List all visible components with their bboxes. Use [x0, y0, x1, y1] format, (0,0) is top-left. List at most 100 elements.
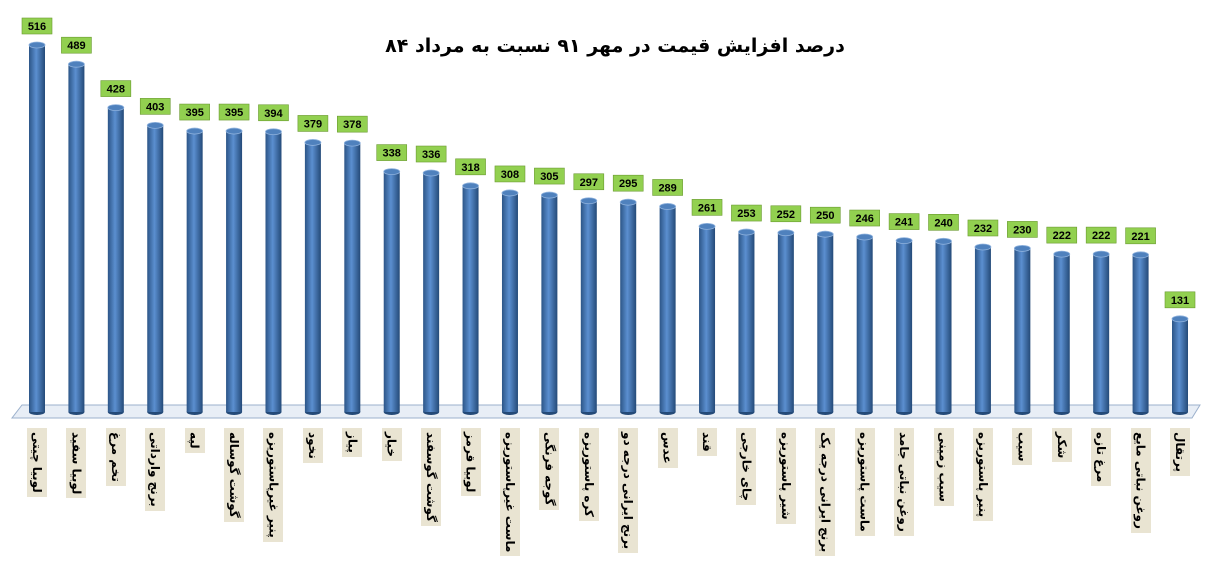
- bar-top: [68, 60, 85, 68]
- bar: 222: [1085, 226, 1117, 415]
- x-tick-label: لوبیا سفید: [66, 428, 87, 499]
- bar-top: [856, 233, 874, 241]
- value-label-bg: [415, 145, 447, 163]
- x-tick-label: ماست پاستوریزه: [854, 428, 875, 536]
- bar-body: [1014, 248, 1031, 412]
- bar-body: [541, 195, 558, 412]
- bar-top: [738, 228, 755, 236]
- x-tick-label: مرغ تازه: [1091, 428, 1112, 487]
- bar-body: [107, 107, 124, 413]
- value-label: 336: [422, 149, 440, 161]
- bar: 222: [1046, 226, 1078, 415]
- value-label: 428: [107, 84, 125, 96]
- value-label: 250: [816, 210, 834, 222]
- x-tick-label: عدس: [657, 428, 678, 468]
- bar: 295: [612, 174, 644, 415]
- bar: 297: [573, 173, 605, 415]
- value-label-bg: [849, 209, 880, 227]
- bar-body: [1093, 254, 1110, 412]
- value-label: 295: [619, 178, 637, 190]
- value-label: 338: [383, 148, 401, 160]
- value-label: 378: [343, 119, 361, 131]
- bar: 403: [139, 98, 171, 415]
- x-tick-label: گوجه فرنگی: [539, 428, 560, 510]
- bar: 230: [1007, 221, 1038, 415]
- bar-top: [1171, 315, 1189, 323]
- x-tick-label: نخود: [302, 428, 323, 463]
- value-label-bg: [691, 199, 723, 216]
- value-label: 308: [501, 169, 519, 181]
- x-tick-label: قند: [697, 428, 718, 456]
- bar: 289: [652, 179, 683, 415]
- x-tick-label: سیب: [1012, 428, 1033, 466]
- bar-top: [1013, 245, 1031, 252]
- value-label: 232: [974, 223, 992, 235]
- value-label-bg: [100, 80, 132, 97]
- bar: 378: [337, 115, 368, 415]
- x-tick-label: پنیر پاستوریزه: [972, 428, 993, 522]
- value-label-bg: [1046, 226, 1078, 244]
- bar-top: [540, 191, 558, 199]
- bar-top: [146, 121, 164, 129]
- bar-body: [1053, 254, 1070, 412]
- bar-top: [619, 198, 637, 206]
- value-label: 252: [777, 209, 795, 221]
- bar: 221: [1125, 227, 1156, 415]
- x-tick-label: کره پاستوریزه: [578, 428, 599, 521]
- bar-top: [1053, 250, 1071, 258]
- bar-top: [580, 197, 598, 205]
- bar: 252: [770, 205, 802, 415]
- bar-top: [28, 41, 46, 49]
- bar-top: [107, 104, 125, 111]
- value-label: 305: [540, 171, 558, 183]
- bar-top: [816, 230, 834, 238]
- x-tick-label: ماست غیرپاستوریزه: [499, 428, 520, 557]
- x-tick-label: برنج وارداتی: [145, 428, 166, 511]
- bar-top: [343, 139, 361, 147]
- bar-body: [265, 131, 282, 413]
- bar-top: [462, 182, 479, 190]
- bar: 379: [297, 115, 329, 415]
- bar-top: [225, 127, 243, 135]
- bar: 308: [494, 165, 526, 415]
- bar: 131: [1164, 291, 1196, 415]
- x-tick-label: شکر: [1051, 428, 1072, 463]
- value-label-bg: [1164, 291, 1196, 309]
- bar-body: [896, 240, 913, 412]
- value-label: 246: [856, 213, 874, 225]
- bar-body: [974, 246, 991, 412]
- bar: 336: [415, 145, 447, 415]
- bar-body: [1132, 254, 1149, 412]
- x-tick-label: روغن نباتی جامد: [894, 428, 915, 536]
- bar-top: [974, 243, 992, 251]
- x-tick-label: پنیر غیرپاستوریزه: [263, 428, 284, 542]
- value-label-bg: [928, 214, 959, 231]
- bar-body: [68, 64, 85, 412]
- bar: 395: [218, 103, 250, 415]
- x-tick-label: لپه: [184, 428, 205, 453]
- value-label-bg: [770, 205, 802, 223]
- value-label-bg: [1125, 227, 1156, 245]
- value-label: 395: [225, 107, 243, 119]
- value-label-bg: [61, 36, 92, 54]
- x-tick-label: پرتقال: [1170, 428, 1190, 477]
- bar-top: [1092, 250, 1110, 258]
- bar-top: [501, 189, 519, 197]
- value-label: 221: [1131, 231, 1149, 243]
- bar-body: [462, 185, 479, 412]
- bar-body: [423, 173, 440, 412]
- bar-top: [304, 139, 322, 146]
- value-label-bg: [652, 179, 683, 196]
- x-tick-label: گوشت گوساله: [224, 428, 245, 522]
- value-label: 240: [934, 217, 952, 229]
- value-label-bg: [376, 144, 408, 161]
- value-label-bg: [888, 213, 920, 230]
- bar-body: [383, 171, 400, 412]
- bar-top: [383, 168, 401, 176]
- bar-body: [344, 143, 361, 412]
- value-label-bg: [731, 204, 762, 222]
- chart-title: درصد افزایش قیمت در مهر ۹۱ نسبت به مرداد…: [385, 35, 845, 57]
- value-label-bg: [179, 103, 210, 121]
- value-label: 261: [698, 202, 716, 214]
